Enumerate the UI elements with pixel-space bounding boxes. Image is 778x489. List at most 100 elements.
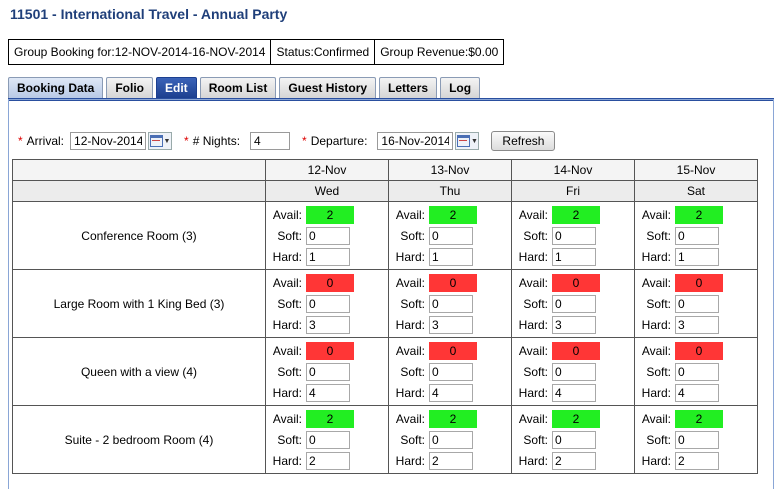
avail-value: 0 [552,342,600,360]
day-cell: Avail: 2 Soft: 0 Hard: 2 [511,405,635,474]
day-cell: Avail: 0 Soft: 0 Hard: 4 [388,337,512,406]
soft-label: Soft: [277,433,302,447]
avail-label: Avail: [272,276,302,290]
soft-label: Soft: [523,297,548,311]
soft-input[interactable]: 0 [306,295,350,313]
tab-edit[interactable]: Edit [156,77,197,98]
avail-label: Avail: [641,276,671,290]
avail-value: 0 [429,342,477,360]
hard-input[interactable]: 4 [429,384,473,402]
tab-room-list[interactable]: Room List [199,77,277,98]
calendar-icon [149,135,163,147]
edit-panel [8,99,774,489]
soft-input[interactable]: 0 [306,431,350,449]
hard-label: Hard: [518,318,548,332]
hard-input[interactable]: 3 [429,316,473,334]
avail-value: 2 [306,206,354,224]
arrival-input[interactable] [70,132,147,150]
table-row: Suite - 2 bedroom Room (4) Avail: 2 Soft: 0 H… [12,405,758,474]
soft-input[interactable]: 0 [552,295,596,313]
soft-input[interactable]: 0 [306,227,350,245]
soft-input[interactable]: 0 [429,431,473,449]
soft-label: Soft: [400,365,425,379]
soft-input[interactable]: 0 [675,227,719,245]
day-cell: Avail: 2 Soft: 0 Hard: 1 [265,201,389,270]
avail-value: 0 [306,342,354,360]
day-cell: Avail: 2 Soft: 0 Hard: 1 [388,201,512,270]
soft-input[interactable]: 0 [675,363,719,381]
avail-value: 2 [306,410,354,428]
avail-label: Avail: [395,344,425,358]
hard-label: Hard: [272,318,302,332]
avail-value: 2 [429,410,477,428]
hard-label: Hard: [641,454,671,468]
table-row: Queen with a view (4) Avail: 0 Soft: 0 Hard: 4… [12,337,758,406]
booking-dates: Group Booking for:12-NOV-2014-16-NOV-201… [8,39,272,65]
date-header: 12-Nov [265,159,389,181]
date-filters: * Arrival: ▼ * # Nights: * Departure: ▼ … [18,131,556,151]
soft-input[interactable]: 0 [429,227,473,245]
calendar-icon [456,135,470,147]
hard-input[interactable]: 2 [675,452,719,470]
soft-input[interactable]: 0 [675,295,719,313]
hard-input[interactable]: 2 [429,452,473,470]
day-cell: Avail: 2 Soft: 0 Hard: 1 [634,201,758,270]
soft-label: Soft: [646,365,671,379]
hard-input[interactable]: 1 [675,248,719,266]
hard-input[interactable]: 3 [675,316,719,334]
soft-input[interactable]: 0 [552,227,596,245]
day-cell: Avail: 2 Soft: 0 Hard: 2 [388,405,512,474]
soft-input[interactable]: 0 [306,363,350,381]
date-header: 14-Nov [511,159,635,181]
soft-input[interactable]: 0 [675,431,719,449]
tab-booking-data[interactable]: Booking Data [8,77,104,98]
header-blank [12,159,266,181]
departure-label: Departure: [310,134,368,148]
day-cell: Avail: 2 Soft: 0 Hard: 2 [634,405,758,474]
hard-input[interactable]: 3 [552,316,596,334]
nights-label: # Nights: [192,134,241,148]
day-cell: Avail: 0 Soft: 0 Hard: 3 [511,269,635,338]
hard-label: Hard: [272,386,302,400]
departure-calendar-button[interactable]: ▼ [455,132,480,150]
day-header: Fri [511,180,635,202]
day-header: Thu [388,180,512,202]
hard-input[interactable]: 1 [552,248,596,266]
soft-label: Soft: [523,229,548,243]
arrival-calendar-button[interactable]: ▼ [148,132,173,150]
soft-input[interactable]: 0 [552,431,596,449]
refresh-button[interactable]: Refresh [491,131,556,151]
hard-input[interactable]: 3 [306,316,350,334]
hard-input[interactable]: 4 [306,384,350,402]
soft-input[interactable]: 0 [552,363,596,381]
avail-label: Avail: [395,412,425,426]
day-cell: Avail: 0 Soft: 0 Hard: 3 [265,269,389,338]
required-mark: * [184,134,189,148]
soft-input[interactable]: 0 [429,295,473,313]
nights-input[interactable] [250,132,291,150]
day-cell: Avail: 0 Soft: 0 Hard: 4 [634,337,758,406]
tab-log[interactable]: Log [440,77,481,98]
hard-input[interactable]: 4 [552,384,596,402]
status-badge: Status:Confirmed [270,39,376,65]
tab-bar: Booking Data Folio Edit Room List Guest … [8,77,483,98]
tab-guest-history[interactable]: Guest History [279,77,377,98]
hard-input[interactable]: 1 [306,248,350,266]
table-row: Large Room with 1 King Bed (3) Avail: 0 Sof… [12,269,758,338]
day-header: Sat [634,180,758,202]
tab-letters[interactable]: Letters [379,77,438,98]
soft-label: Soft: [277,365,302,379]
soft-label: Soft: [523,365,548,379]
soft-input[interactable]: 0 [429,363,473,381]
hard-input[interactable]: 2 [306,452,350,470]
soft-label: Soft: [400,433,425,447]
hard-input[interactable]: 4 [675,384,719,402]
avail-value: 0 [429,274,477,292]
room-rows: Conference Room (3) Avail: 2 Soft: 0 Hard: 1 Av… [12,201,758,474]
hard-input[interactable]: 1 [429,248,473,266]
avail-label: Avail: [395,208,425,222]
tab-folio[interactable]: Folio [106,77,154,98]
departure-input[interactable] [377,132,454,150]
hard-input[interactable]: 2 [552,452,596,470]
avail-value: 0 [675,274,723,292]
